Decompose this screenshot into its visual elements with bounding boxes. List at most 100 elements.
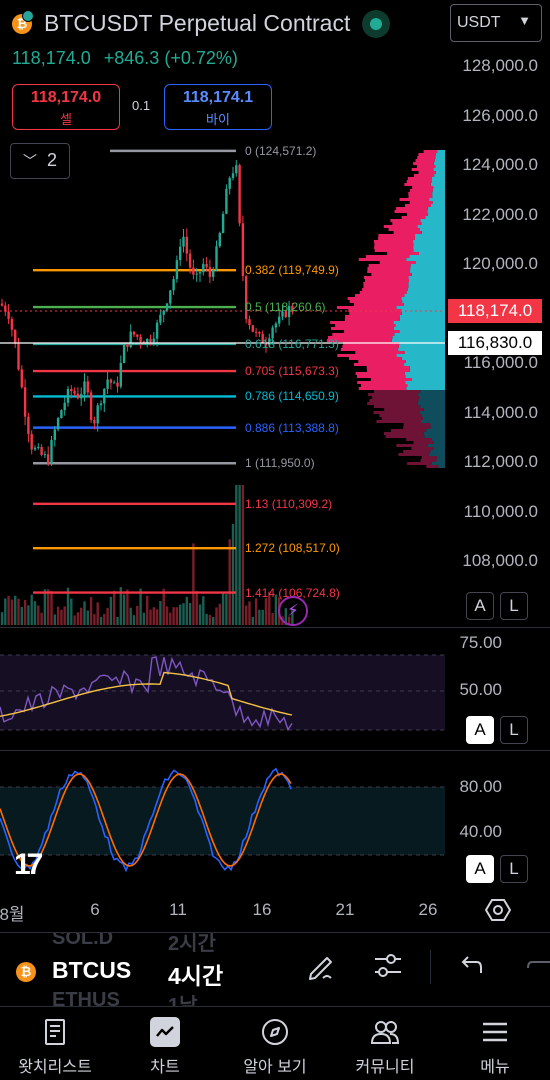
volume-profile-down: [349, 312, 402, 315]
symbol-title[interactable]: BTCUSDT Perpetual Contract: [44, 10, 351, 36]
candle-body: [278, 316, 281, 324]
volume-profile-down: [359, 291, 407, 294]
volume-profile-up: [434, 174, 445, 177]
volume-bar: [172, 607, 175, 625]
candle-body: [198, 272, 202, 274]
volume-profile-up: [413, 246, 445, 249]
volume-profile-up: [420, 411, 445, 414]
nav-chart[interactable]: 차트: [110, 1007, 220, 1080]
interval-picker[interactable]: 4시간: [168, 963, 224, 989]
volume-profile-down: [332, 333, 395, 336]
undo-icon[interactable]: [455, 950, 487, 982]
fib-level-label: 1 (111,950.0): [245, 456, 315, 471]
volume-profile-up: [427, 207, 445, 210]
volume-bar: [231, 523, 235, 625]
candle-body: [142, 341, 146, 344]
stoch-log-scale-button[interactable]: L: [500, 855, 528, 883]
volume-bar: [258, 609, 261, 625]
volume-profile-up: [408, 276, 445, 279]
candle-body: [136, 334, 139, 337]
candle-body: [146, 338, 149, 344]
volume-profile-down: [330, 327, 394, 330]
volume-bar: [254, 598, 258, 625]
volume-bar: [205, 613, 208, 625]
volume-bar: [122, 594, 126, 625]
hamburger-menu-icon: [483, 1022, 507, 1042]
log-scale-button[interactable]: L: [500, 592, 528, 620]
volume-profile-down: [343, 342, 400, 345]
volume-bar: [238, 485, 241, 625]
volume-profile-up: [427, 444, 445, 447]
volume-bar: [264, 597, 268, 625]
pane-divider[interactable]: [0, 627, 550, 628]
volume-profile-up: [436, 456, 445, 459]
currency-select[interactable]: USDT ▼: [450, 4, 542, 42]
volume-profile-down: [373, 411, 421, 414]
volume-profile-up: [413, 243, 445, 246]
volume-profile-up: [433, 447, 445, 450]
volume-bar: [195, 591, 198, 625]
volume-profile-down: [363, 282, 409, 285]
volume-bar: [37, 605, 40, 625]
volume-profile-down: [388, 228, 420, 231]
candle-body: [70, 388, 73, 392]
volume-profile-up: [400, 315, 445, 318]
candle-body: [149, 338, 152, 343]
fibonacci-retracement[interactable]: [33, 149, 236, 594]
indicator-collapse-button[interactable]: ﹀ 2: [10, 143, 70, 179]
candle-body: [33, 447, 37, 450]
volume-profile-down: [373, 240, 414, 243]
nav-community[interactable]: 커뮤니티: [330, 1007, 440, 1080]
volume-profile-down: [337, 354, 397, 357]
lightning-icon[interactable]: ⚡: [278, 596, 308, 626]
candle-body: [60, 410, 63, 419]
volume-profile-down: [367, 270, 411, 273]
volume-profile-down: [413, 162, 434, 165]
candle-body: [165, 303, 169, 311]
nav-menu[interactable]: 메뉴: [440, 1007, 550, 1080]
volume-profile-down: [418, 171, 436, 174]
volume-profile-down: [385, 435, 425, 438]
candle-body: [56, 418, 60, 430]
redo-icon[interactable]: [520, 950, 550, 982]
rsi-signal-line: [0, 671, 293, 717]
candle-body: [254, 331, 258, 333]
volume-profile-up: [430, 183, 445, 186]
volume-profile-down: [368, 393, 419, 396]
stoch-d-line: [0, 773, 292, 867]
pane-divider[interactable]: [0, 750, 550, 751]
volume-profile-down: [411, 447, 434, 450]
sell-button[interactable]: 118,174.0 셀: [12, 84, 120, 130]
volume-profile-up: [399, 342, 445, 345]
volume-profile-up: [401, 312, 445, 315]
volume-profile-down: [365, 279, 410, 282]
volume-profile-down: [421, 456, 437, 459]
nav-explore[interactable]: 알아 보기: [220, 1007, 330, 1080]
indicator-settings-icon[interactable]: [372, 950, 404, 982]
indicator-count: 2: [47, 150, 58, 170]
auto-scale-button[interactable]: A: [466, 592, 494, 620]
candle-body: [4, 305, 7, 312]
volume-profile-down: [418, 153, 436, 156]
volume-profile-up: [437, 150, 445, 153]
volume-profile-up: [423, 408, 445, 411]
volume-bar: [30, 594, 33, 625]
stoch-auto-scale-button[interactable]: A: [466, 855, 494, 883]
volume-bar: [155, 609, 159, 625]
rsi-auto-scale-button[interactable]: A: [466, 716, 494, 744]
volume-profile-down: [416, 165, 436, 168]
candle-body: [113, 382, 116, 384]
volume-profile-up: [413, 249, 445, 252]
drawing-pen-icon[interactable]: [305, 950, 337, 982]
candle-body: [126, 343, 129, 348]
buy-button[interactable]: 118,174.1 바이: [164, 84, 272, 130]
nav-watchlist[interactable]: 왓치리스트: [0, 1007, 110, 1080]
volume-profile-up: [432, 195, 445, 198]
volume-profile-up: [404, 372, 445, 375]
volume-profile-up: [422, 417, 445, 420]
volume-profile-down: [374, 390, 421, 393]
chart-settings-icon[interactable]: [485, 897, 511, 923]
volume-profile-down: [390, 429, 427, 432]
rsi-log-scale-button[interactable]: L: [500, 716, 528, 744]
symbol-picker[interactable]: BTCUS: [52, 957, 132, 983]
